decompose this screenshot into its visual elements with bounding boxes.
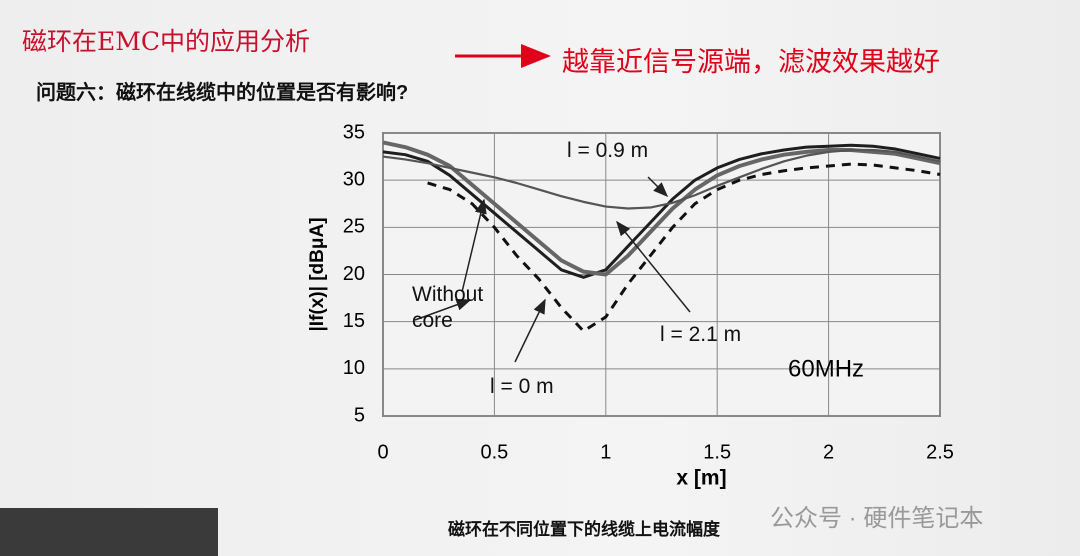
webcam bbox=[0, 508, 218, 556]
x-tick-label: 2 bbox=[823, 441, 834, 463]
x-tick-label: 2.5 bbox=[926, 441, 954, 463]
label-arrow bbox=[514, 298, 546, 363]
y-tick-label: 35 bbox=[343, 121, 365, 143]
y-tick-label: 20 bbox=[343, 263, 365, 285]
x-axis-label: x [m] bbox=[676, 467, 726, 490]
y-tick-label: 5 bbox=[354, 404, 365, 426]
series-line bbox=[427, 162, 941, 333]
watermark: 公众号 · 硬件笔记本 bbox=[770, 505, 984, 532]
note: 越靠近信号源端，滤波效果越好 bbox=[562, 47, 940, 77]
y-tick-label: 30 bbox=[343, 168, 365, 190]
x-tick-label: 1.5 bbox=[703, 441, 731, 463]
y-tick-label: 25 bbox=[343, 216, 365, 238]
y-axis-label: |If(x)| [dBμA] bbox=[307, 217, 328, 331]
series-label: Without core bbox=[412, 283, 484, 332]
label-arrow bbox=[414, 298, 472, 321]
question: 问题六：磁环在线缆中的位置是否有影响? bbox=[36, 82, 409, 104]
annotation: 60MHz bbox=[788, 355, 864, 382]
label-arrow bbox=[647, 176, 669, 198]
caption: 磁环在不同位置下的线缆上电流幅度 bbox=[448, 520, 720, 539]
x-tick-label: 0.5 bbox=[480, 441, 508, 463]
y-tick-label: 10 bbox=[343, 357, 365, 379]
x-tick-label: 1 bbox=[600, 441, 611, 463]
series-label: l = 0.9 m bbox=[567, 139, 649, 162]
x-tick-label: 0 bbox=[377, 441, 388, 463]
series-line bbox=[382, 143, 941, 279]
series-label: l = 2.1 m bbox=[660, 323, 742, 346]
series-label: l = 0 m bbox=[490, 375, 554, 398]
label-arrow bbox=[616, 220, 691, 313]
slide-title: 磁环在EMC中的应用分析 bbox=[22, 27, 310, 56]
y-tick-label: 15 bbox=[343, 310, 365, 332]
label-arrow bbox=[461, 198, 487, 293]
series-line bbox=[382, 148, 941, 210]
